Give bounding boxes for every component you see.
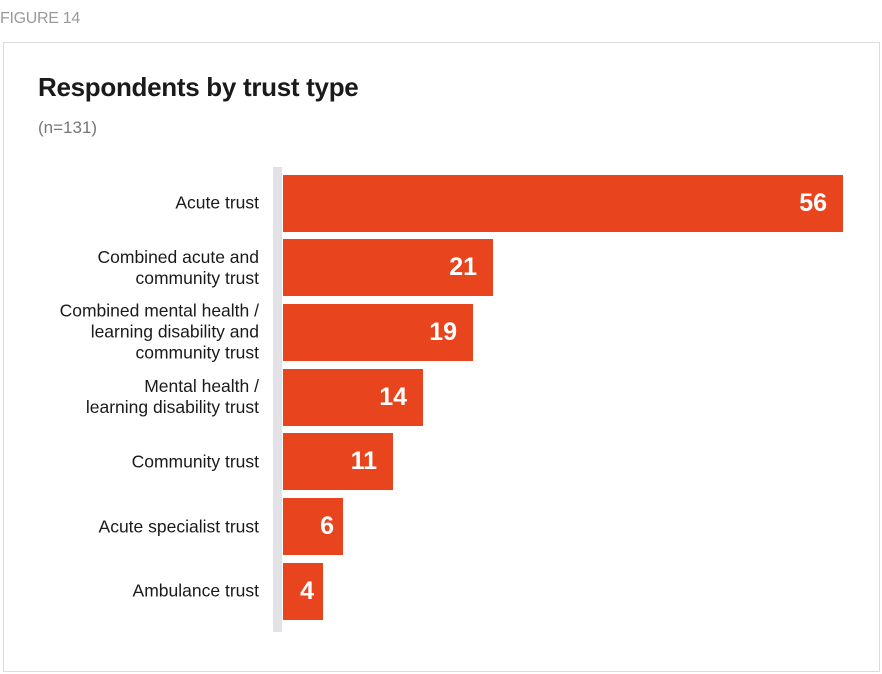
bar: 11 — [283, 433, 393, 491]
category-label: Acute specialist trust — [98, 516, 259, 536]
bar: 14 — [283, 368, 423, 426]
bar-value-label: 11 — [350, 447, 377, 476]
bar: 21 — [283, 239, 493, 297]
category-label: Ambulance trust — [132, 580, 259, 601]
category-axis-line — [273, 167, 282, 632]
bar-value-label: 21 — [449, 253, 477, 282]
bar: 56 — [283, 174, 843, 232]
category-label: Combined acute and community trust — [97, 246, 260, 288]
bar-value-label: 14 — [379, 382, 407, 411]
bar-value-label: 6 — [320, 512, 334, 540]
bar: 19 — [283, 303, 473, 361]
figure-label: FIGURE 14 — [0, 10, 80, 27]
bar-value-label: 56 — [799, 188, 827, 217]
category-label: Combined mental health / learning disabi… — [59, 300, 259, 363]
bar: 4 — [283, 562, 323, 620]
category-label: Acute trust — [175, 192, 259, 213]
chart-subtitle: (n=131) — [38, 118, 98, 137]
chart-title: Respondents by trust type — [38, 72, 359, 102]
bar: 6 — [283, 498, 343, 555]
bar-value-label: 19 — [429, 317, 457, 346]
category-label: Community trust — [131, 451, 259, 472]
category-label: Mental health / learning disability trus… — [85, 376, 259, 418]
bar-value-label: 4 — [300, 576, 314, 605]
